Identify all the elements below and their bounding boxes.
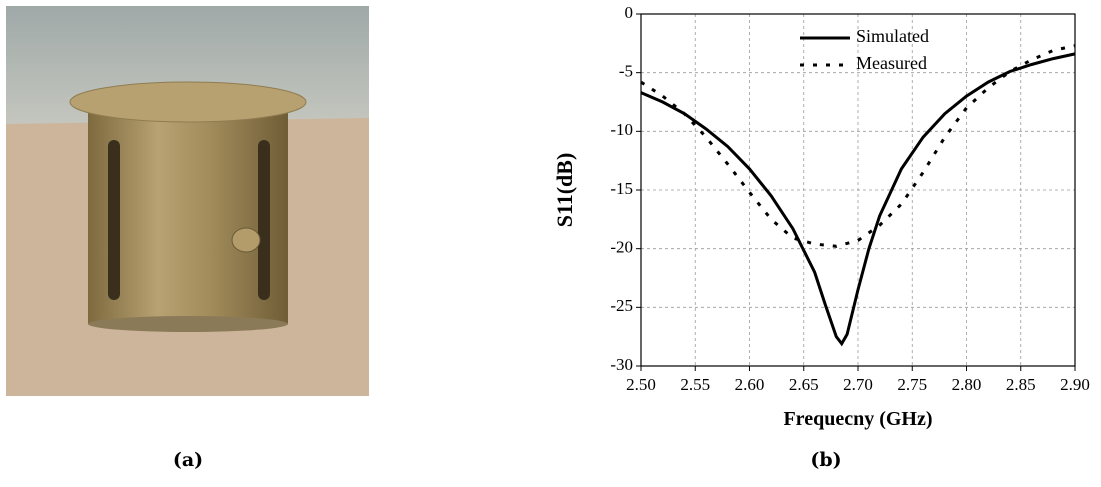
x-tick-label: 2.55 [680,375,710,394]
y-tick-label: -30 [610,355,633,374]
legend-label: Measured [856,53,927,73]
caption: (b) [810,449,841,471]
caption: (a) [173,449,203,471]
y-tick-label: -25 [610,296,633,315]
x-tick-label: 2.60 [735,375,765,394]
y-tick-label: -15 [610,179,633,198]
series-line [640,44,1076,248]
y-axis-title: S11(dB) [552,153,577,228]
y-tick-label: -20 [610,238,633,257]
x-tick-label: 2.75 [897,375,927,394]
x-tick-label: 2.65 [789,375,819,394]
x-tick-label: 2.80 [952,375,982,394]
x-tick-label: 2.85 [1006,375,1036,394]
y-tick-label: -10 [610,120,633,139]
x-axis-title: Frequecny (GHz) [783,408,932,430]
y-tick-label: -5 [619,62,633,81]
series-line [640,52,1076,347]
plot-frame [640,13,1076,367]
x-tick-label: 2.90 [1060,375,1090,394]
x-tick-label: 2.50 [626,375,656,394]
legend-label: Simulated [856,26,929,46]
x-tick-label: 2.70 [843,375,873,394]
y-tick-label: 0 [625,3,634,22]
photo [6,6,369,396]
